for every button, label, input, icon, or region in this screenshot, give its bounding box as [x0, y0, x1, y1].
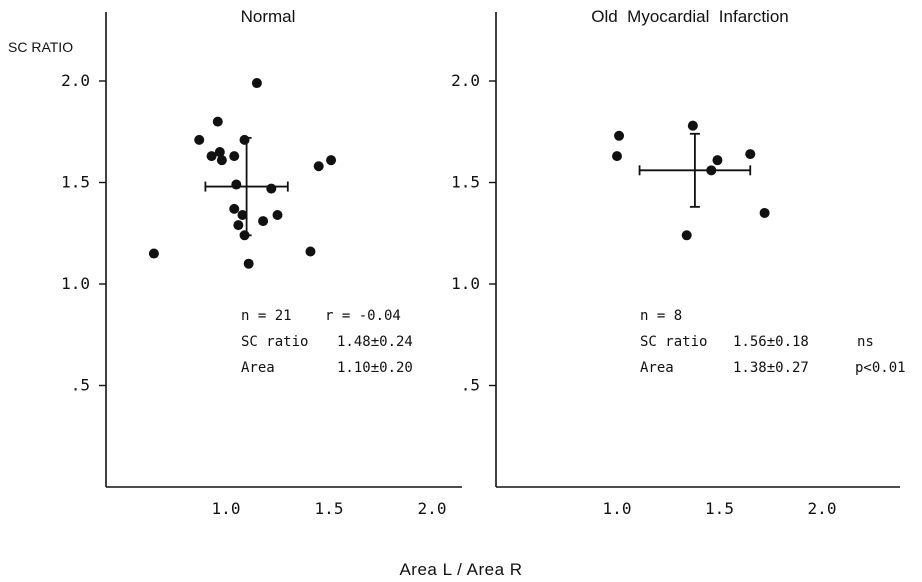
data-point [712, 155, 723, 166]
data-point [206, 151, 217, 162]
annotation-note: ns [857, 334, 874, 350]
annotation-label: n = 21 [241, 308, 292, 324]
data-point [326, 155, 337, 166]
x-tick-label: 1.0 [603, 499, 632, 518]
panel-title: Normal [241, 7, 296, 26]
data-point [229, 203, 240, 214]
data-point [212, 116, 223, 127]
annotation-value: 1.48±0.24 [337, 334, 413, 350]
stats-annotation: n = 21 r = -0.04 SC ratio 1.48±0.24 Area… [241, 308, 413, 376]
data-point [229, 151, 240, 162]
data-point [681, 230, 692, 241]
annotation-note: p<0.01 [855, 360, 906, 376]
panel-title: Old Myocardial Infarction [591, 7, 788, 26]
annotation-value: r = -0.04 [325, 308, 401, 324]
data-point [272, 209, 283, 220]
x-tick-label: 1.5 [705, 499, 734, 518]
data-point [233, 220, 244, 231]
x-tick-label: 1.0 [212, 499, 241, 518]
data-point [231, 179, 242, 190]
annotation-value: 1.38±0.27 [733, 360, 809, 376]
y-tick-label: 1.0 [451, 274, 480, 293]
y-tick-label: 1.5 [61, 173, 90, 192]
data-point [759, 207, 770, 218]
y-tick-label: 1.0 [61, 274, 90, 293]
data-point [214, 147, 225, 158]
y-tick-label: 2.0 [451, 71, 480, 90]
data-point [194, 134, 205, 145]
x-tick-label: 2.0 [808, 499, 837, 518]
x-tick-label: 1.5 [315, 499, 344, 518]
data-point [251, 78, 262, 89]
y-tick-label: .5 [461, 376, 480, 395]
y-axis-title: SC RATIO [8, 39, 73, 55]
point-group [612, 120, 770, 241]
x-axis-title: Area L / Area R [399, 560, 522, 579]
data-point [216, 155, 227, 166]
y-tick-label: 2.0 [61, 71, 90, 90]
mean-sd-crosshair [638, 132, 752, 208]
panel-normal: Normal 2.0 1.5 1.0 .5 1.0 1.5 2.0 n = 21 r = -… [61, 7, 462, 518]
data-point [614, 130, 625, 141]
tick-group: 2.0 1.5 1.0 .5 1.0 1.5 2.0 [61, 71, 446, 518]
data-point [687, 120, 698, 131]
data-point [243, 258, 254, 269]
annotation-label: SC ratio [640, 334, 707, 350]
annotation-label: Area [241, 360, 275, 376]
y-tick-label: 1.5 [451, 173, 480, 192]
annotation-label: Area [640, 360, 674, 376]
mean-sd-crosshair [204, 136, 289, 237]
data-point [313, 161, 324, 172]
data-point [745, 149, 756, 160]
data-point [148, 248, 159, 259]
annotation-label: n = 8 [640, 308, 682, 324]
tick-group: 2.0 1.5 1.0 .5 1.0 1.5 2.0 [451, 71, 836, 518]
data-point [266, 183, 277, 194]
stats-annotation: n = 8 SC ratio 1.56±0.18 ns Area 1.38±0.… [640, 308, 906, 376]
data-point [237, 209, 248, 220]
point-group [148, 78, 337, 269]
annotation-value: 1.56±0.18 [733, 334, 809, 350]
data-point [258, 216, 269, 227]
data-point [612, 151, 622, 162]
annotation-value: 1.10±0.20 [337, 360, 413, 376]
panel-old-myocardial-infarction: Old Myocardial Infarction 2.0 1.5 1.0 .5 1.0… [451, 7, 905, 518]
y-tick-label: .5 [71, 376, 90, 395]
data-point [239, 134, 250, 145]
x-tick-label: 2.0 [418, 499, 447, 518]
data-point [305, 246, 316, 257]
annotation-label: SC ratio [241, 334, 308, 350]
